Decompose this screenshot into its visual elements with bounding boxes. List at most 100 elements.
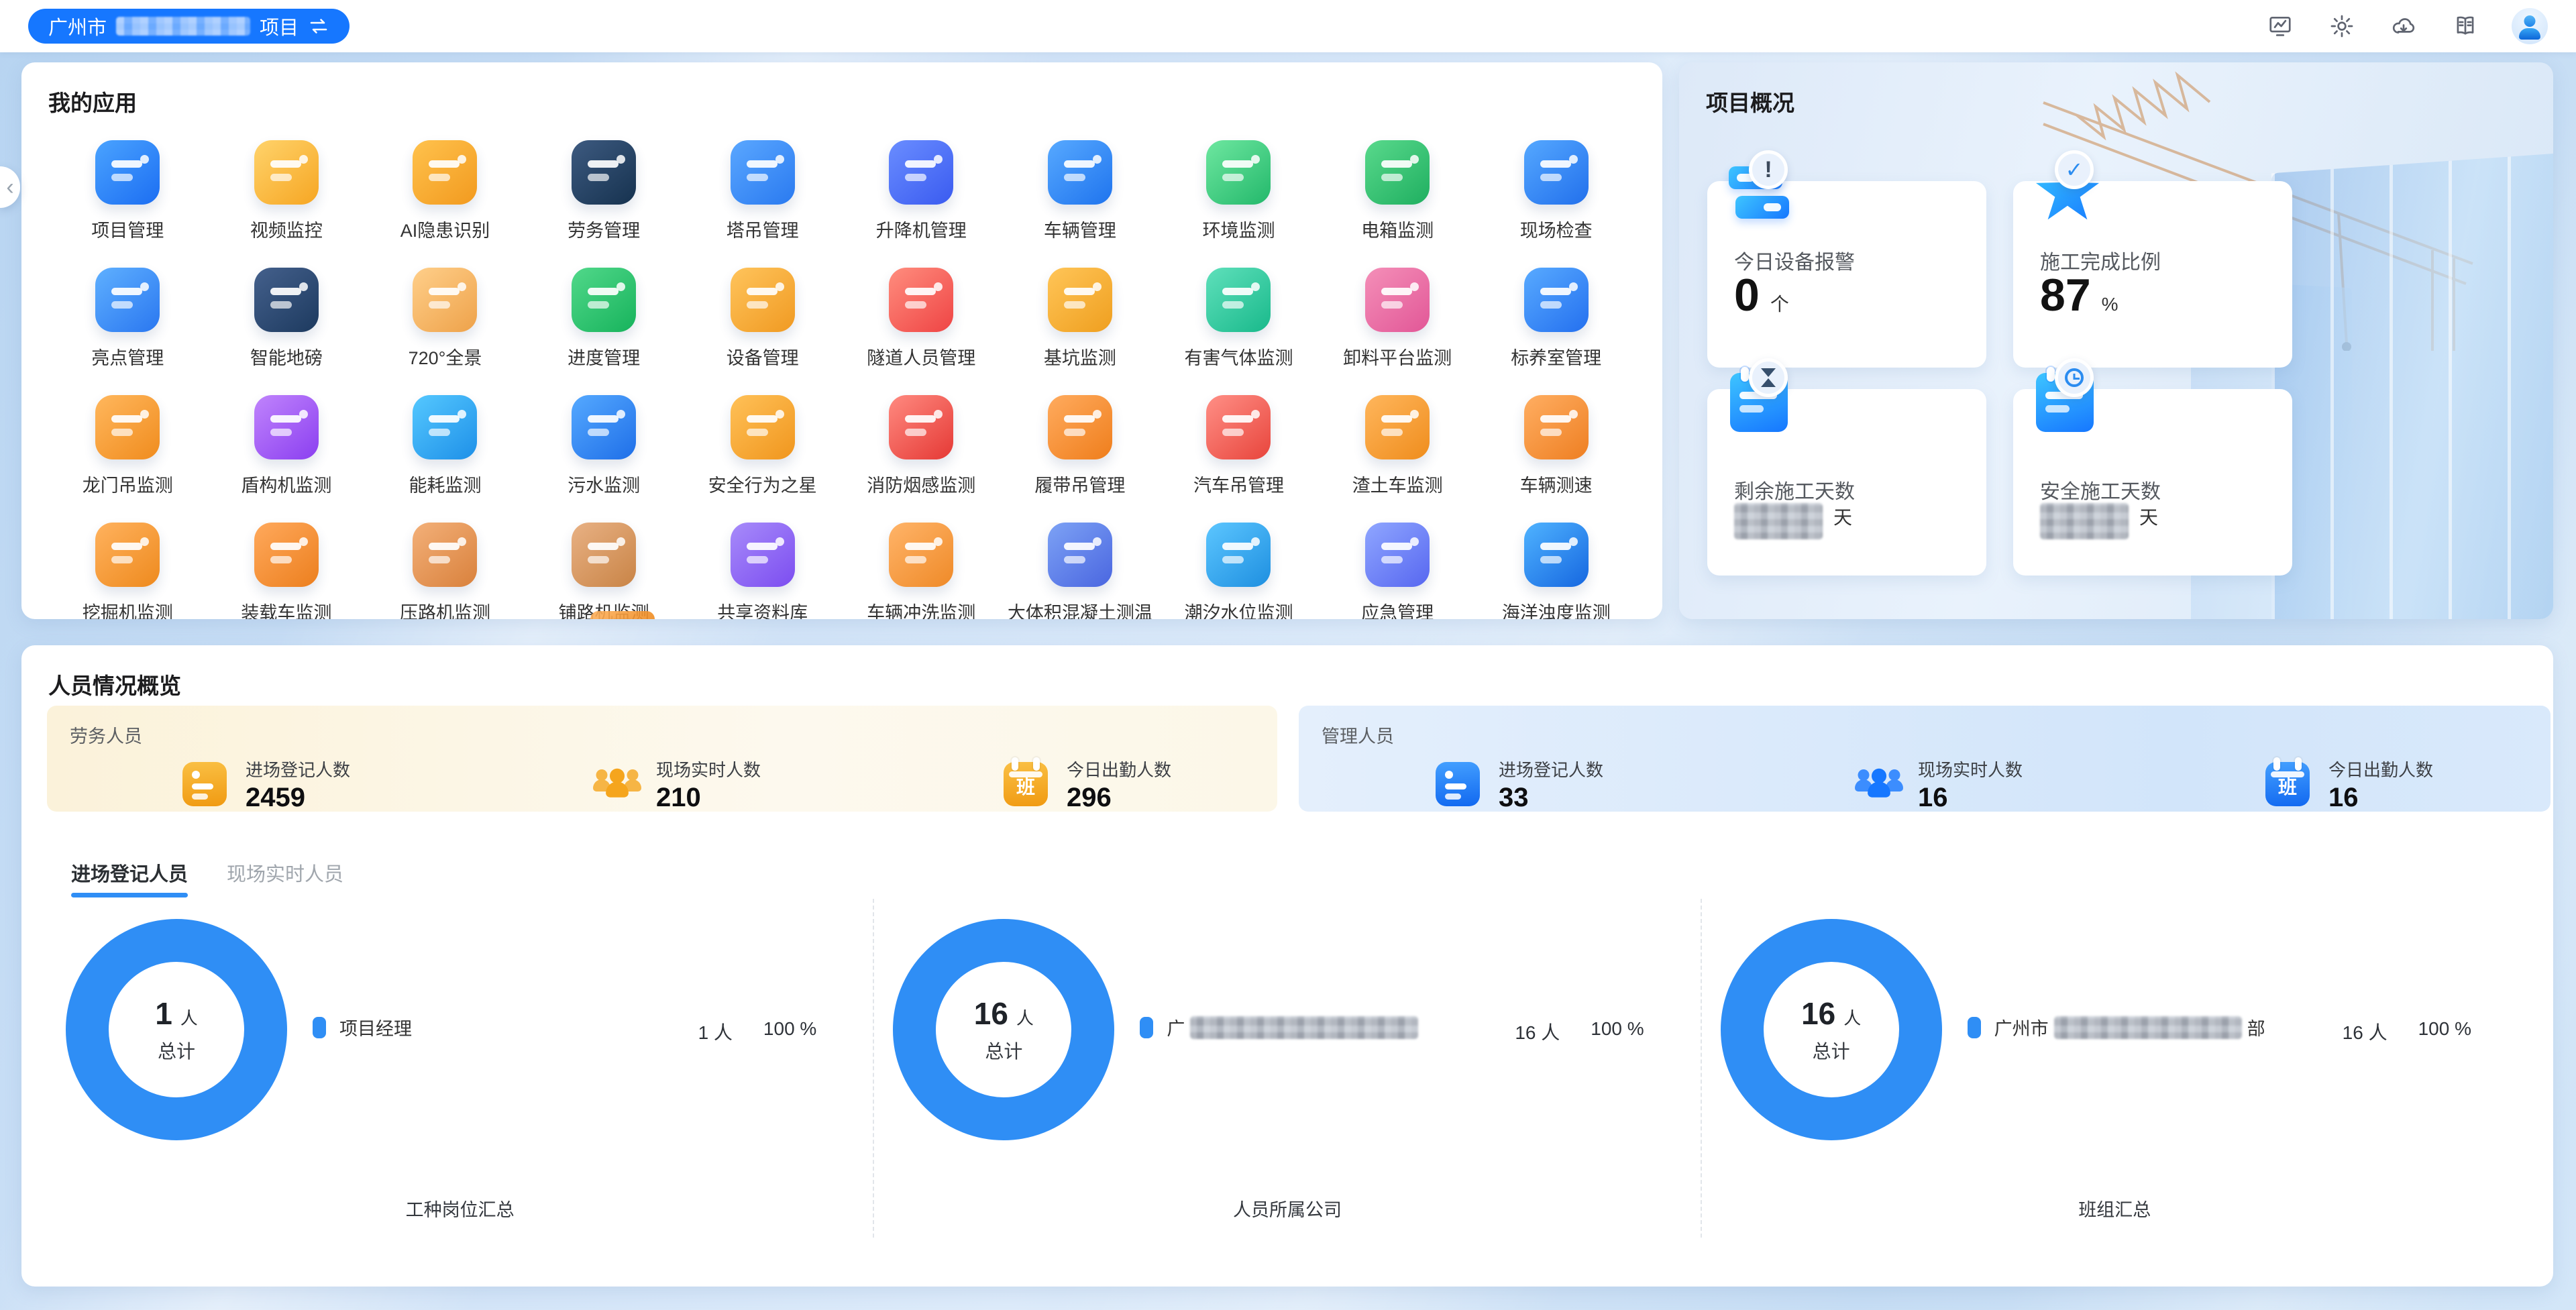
app-icon (730, 268, 795, 332)
censored-value (1734, 503, 1823, 539)
app-item[interactable]: 升降机管理 (842, 140, 1001, 242)
project-switcher-button[interactable]: 广州市 项目 (28, 9, 350, 44)
cloud-download-icon[interactable] (2388, 11, 2419, 42)
chart-caption: 人员所属公司 (1232, 1200, 1342, 1220)
app-label: 盾构机监测 (241, 476, 332, 496)
app-item[interactable]: 潮汐水位监测 (1159, 523, 1318, 619)
app-item[interactable]: 劳务管理 (525, 140, 684, 242)
switch-project-icon (310, 19, 327, 34)
app-item[interactable]: 环境监测 (1159, 140, 1318, 242)
app-item[interactable]: 汽车吊管理 (1159, 395, 1318, 497)
app-item[interactable]: 安全行为之星 (683, 395, 842, 497)
app-item[interactable]: 能耗监测 (366, 395, 525, 497)
donut-total-unit: 人 (1843, 1008, 1862, 1028)
app-item[interactable]: 履带吊管理 (1001, 395, 1160, 497)
app-item[interactable]: 视频监控 (207, 140, 366, 242)
app-icon (95, 140, 160, 205)
tab-inactive[interactable]: 现场实时人员 (227, 859, 343, 897)
overview-card-unit: 天 (2139, 507, 2159, 528)
settings-gear-icon[interactable] (2326, 11, 2357, 42)
check-badge-icon: ✓ (2055, 150, 2094, 189)
legend-item[interactable]: 广 (1140, 1014, 1424, 1040)
overview-card: ✓ 施工完成比例 87% (2013, 150, 2292, 368)
app-icon (1206, 140, 1271, 205)
app-icon (1365, 395, 1430, 459)
censored-legend-name (1190, 1016, 1419, 1039)
people-icon (592, 761, 641, 808)
app-item[interactable]: 污水监测 (525, 395, 684, 497)
app-icon (730, 140, 795, 205)
app-icon (1365, 523, 1430, 587)
chart-caption: 班组汇总 (2078, 1200, 2151, 1220)
overview-card-unit: % (2101, 294, 2118, 315)
app-label: 潮汐水位监测 (1184, 603, 1293, 619)
app-label: 车辆管理 (1043, 221, 1116, 241)
legend-item[interactable]: 广州市部 (1967, 1014, 2265, 1040)
app-item[interactable]: 塔吊管理 (683, 140, 842, 242)
app-label: 设备管理 (726, 348, 799, 368)
personnel-stat: 进场登记人数 2459 (181, 757, 350, 811)
app-item[interactable]: 车辆测速 (1477, 395, 1635, 497)
legend-item[interactable]: 项目经理 (313, 1014, 412, 1040)
app-item[interactable]: AI隐患识别 (366, 140, 525, 242)
overview-card-unit: 个 (1770, 294, 1789, 315)
apps-scroll-left-button[interactable]: ‹ (0, 166, 20, 208)
people-icon (1854, 761, 1903, 808)
app-item[interactable]: 标养室管理 (1477, 268, 1635, 370)
app-label: 智能地磅 (250, 348, 323, 368)
app-item[interactable]: 挖掘机监测 (48, 523, 207, 619)
app-item[interactable]: 隧道人员管理 (842, 268, 1001, 370)
user-avatar[interactable] (2512, 8, 2548, 44)
stat-label: 现场实时人数 (656, 760, 761, 780)
app-item[interactable]: 龙门吊监测 (48, 395, 207, 497)
overview-card-value: 87% (2040, 272, 2118, 318)
overview-card: 剩余施工天数天 (1707, 358, 1986, 576)
app-label: 环境监测 (1202, 221, 1275, 241)
app-item[interactable]: 铺路机监测 (525, 523, 684, 619)
app-item[interactable]: 盾构机监测 (207, 395, 366, 497)
overview-card-value: 天 (2040, 503, 2158, 539)
app-item[interactable]: 720°全景 (366, 268, 525, 370)
legend-marker (1140, 1016, 1154, 1038)
overview-card-label: 施工完成比例 (2040, 252, 2161, 274)
overview-card-value: 天 (1734, 503, 1852, 539)
idcard-icon (1434, 761, 1483, 808)
app-item[interactable]: 进度管理 (525, 268, 684, 370)
app-icon (1365, 268, 1430, 332)
app-icon (254, 395, 319, 459)
app-item[interactable]: 应急管理 (1318, 523, 1477, 619)
app-item[interactable]: 卸料平台监测 (1318, 268, 1477, 370)
stat-value: 2459 (246, 783, 305, 812)
stat-value: 210 (656, 783, 701, 812)
app-item[interactable]: 海洋浊度监测 (1477, 523, 1635, 619)
overview-card: ! 今日设备报警 0 个 (1707, 150, 1986, 368)
app-item[interactable]: 装载车监测 (207, 523, 366, 619)
app-item[interactable]: 设备管理 (683, 268, 842, 370)
hourglass-badge-icon (1749, 358, 1788, 397)
dashboard-monitor-icon[interactable] (2265, 11, 2296, 42)
tab-active[interactable]: 进场登记人员 (71, 859, 189, 897)
app-icon (1047, 523, 1112, 587)
stat-value: 16 (1918, 783, 1948, 812)
app-label: 应急管理 (1361, 603, 1434, 619)
app-item[interactable]: 有害气体监测 (1159, 268, 1318, 370)
app-item[interactable]: 亮点管理 (48, 268, 207, 370)
app-item[interactable]: 基坑监测 (1001, 268, 1160, 370)
app-icon (254, 268, 319, 332)
manual-book-icon[interactable] (2450, 11, 2481, 42)
donut-total-value: 16 (973, 996, 1008, 1031)
app-item[interactable]: 车辆管理 (1001, 140, 1160, 242)
app-item[interactable]: 电箱监测 (1318, 140, 1477, 242)
app-item[interactable]: 智能地磅 (207, 268, 366, 370)
censored-legend-name (2053, 1016, 2242, 1039)
app-item[interactable]: 渣土车监测 (1318, 395, 1477, 497)
app-label: 大体积混凝土测温 (1007, 603, 1152, 619)
app-item[interactable]: 现场检查 (1477, 140, 1635, 242)
donut-center: 16 人总计 (893, 919, 1114, 1140)
app-item[interactable]: 压路机监测 (366, 523, 525, 619)
app-item[interactable]: 消防烟感监测 (842, 395, 1001, 497)
app-item[interactable]: 共享资料库 (683, 523, 842, 619)
app-item[interactable]: 大体积混凝土测温 (1001, 523, 1160, 619)
app-item[interactable]: 项目管理 (48, 140, 207, 242)
app-item[interactable]: 车辆冲洗监测 (842, 523, 1001, 619)
